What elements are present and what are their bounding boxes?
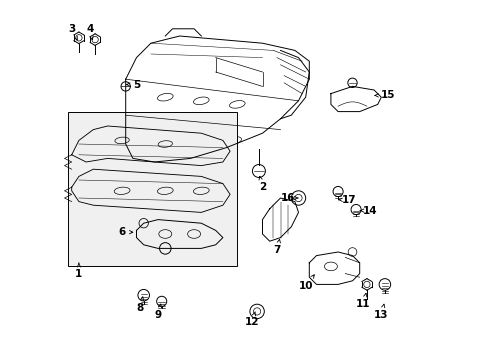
Text: 5: 5 [126, 80, 140, 90]
Text: 1: 1 [75, 263, 82, 279]
Text: 2: 2 [258, 176, 265, 192]
Text: 16: 16 [280, 193, 297, 203]
Bar [68, 112, 237, 266]
Text: 4: 4 [86, 24, 93, 40]
Text: 8: 8 [136, 297, 143, 313]
Text: 11: 11 [355, 293, 370, 309]
Text: 3: 3 [68, 24, 77, 40]
Text: 10: 10 [298, 275, 314, 291]
Text: 17: 17 [338, 195, 355, 205]
Text: 6: 6 [118, 227, 133, 237]
Text: 7: 7 [273, 239, 280, 255]
Text: 13: 13 [373, 304, 388, 320]
Text: 9: 9 [154, 304, 162, 320]
Text: 12: 12 [244, 312, 259, 327]
Text: 15: 15 [374, 90, 395, 100]
Text: 14: 14 [360, 206, 377, 216]
